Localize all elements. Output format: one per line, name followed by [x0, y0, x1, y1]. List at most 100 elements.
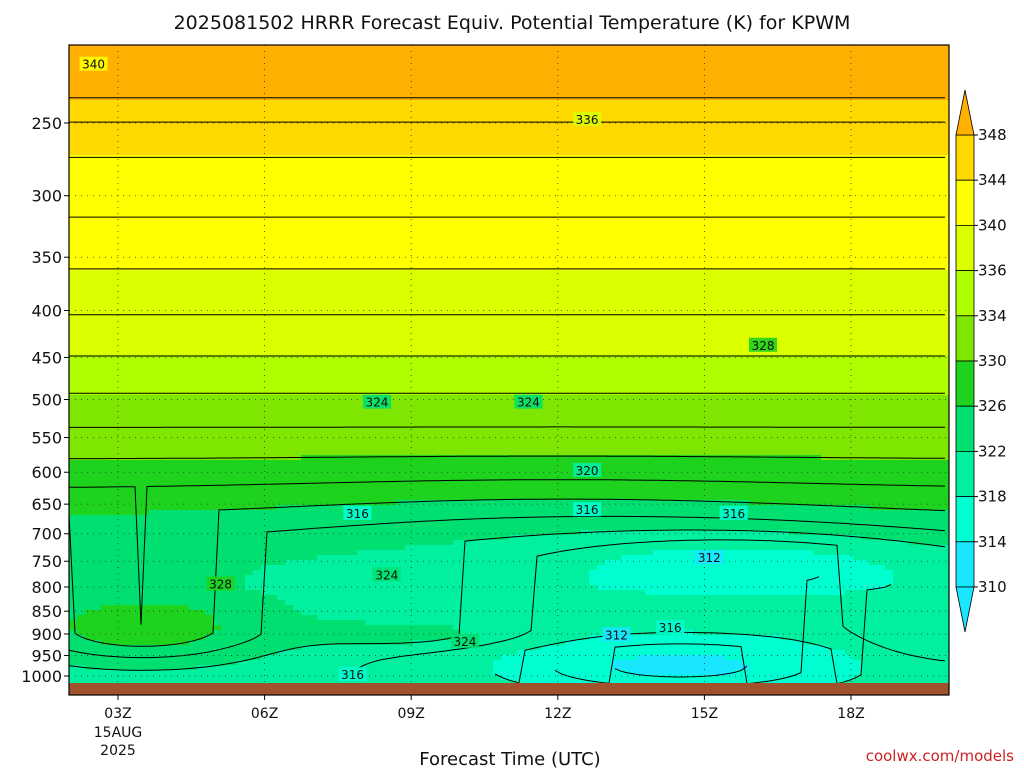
field-cell [341, 50, 350, 56]
field-cell [293, 265, 302, 271]
field-cell [749, 140, 758, 146]
field-cell [85, 250, 94, 256]
field-cell [805, 85, 814, 91]
field-cell [293, 130, 302, 136]
field-cell [189, 210, 198, 216]
field-cell [933, 85, 942, 91]
field-cell [789, 100, 798, 106]
field-cell [437, 60, 446, 66]
field-cell [317, 165, 326, 171]
field-cell [877, 90, 886, 96]
field-cell [869, 180, 878, 186]
field-cell [109, 180, 118, 186]
field-cell [829, 50, 838, 56]
field-cell [69, 250, 78, 256]
field-cell [789, 250, 798, 256]
field-cell [389, 125, 398, 131]
field-cell [197, 220, 206, 226]
field-cell [541, 70, 550, 76]
field-cell [741, 130, 750, 136]
field-cell [173, 50, 182, 56]
field-cell [157, 140, 166, 146]
field-cell [189, 205, 198, 211]
field-cell [461, 205, 470, 211]
field-cell [525, 245, 534, 251]
field-cell [413, 220, 422, 226]
field-cell [653, 230, 662, 236]
field-cell [133, 245, 142, 251]
field-cell [261, 190, 270, 196]
field-cell [853, 55, 862, 61]
field-cell [309, 75, 318, 81]
field-cell [901, 250, 910, 256]
field-cell [845, 205, 854, 211]
field-cell [117, 100, 126, 106]
field-cell [525, 235, 534, 241]
field-cell [677, 260, 686, 266]
field-cell [813, 165, 822, 171]
field-cell [869, 190, 878, 196]
field-cell [197, 170, 206, 176]
field-cell [861, 210, 870, 216]
field-cell [181, 90, 190, 96]
field-cell [181, 120, 190, 126]
field-cell [893, 250, 902, 256]
field-cell [893, 165, 902, 171]
field-cell [237, 60, 246, 66]
field-cell [469, 55, 478, 61]
field-cell [589, 175, 598, 181]
field-cell [477, 160, 486, 166]
field-cell [565, 60, 574, 66]
field-cell [85, 195, 94, 201]
field-cell [405, 240, 414, 246]
field-cell [773, 265, 782, 271]
field-cell [293, 55, 302, 61]
field-cell [317, 175, 326, 181]
field-cell [789, 205, 798, 211]
field-cell [797, 235, 806, 241]
field-cell [821, 205, 830, 211]
field-cell [525, 175, 534, 181]
field-cell [549, 225, 558, 231]
field-cell [773, 260, 782, 266]
field-cell [453, 215, 462, 221]
field-cell [445, 220, 454, 226]
field-cell [829, 130, 838, 136]
field-cell [677, 170, 686, 176]
field-cell [237, 210, 246, 216]
field-cell [773, 140, 782, 146]
field-cell [141, 145, 150, 151]
field-cell [149, 175, 158, 181]
field-cell [445, 100, 454, 106]
field-cell [885, 130, 894, 136]
field-cell [861, 55, 870, 61]
field-cell [901, 75, 910, 81]
field-cell [925, 170, 934, 176]
field-cell [237, 200, 246, 206]
field-cell [781, 205, 790, 211]
field-cell [373, 75, 382, 81]
field-cell [613, 240, 622, 246]
field-cell [637, 170, 646, 176]
field-cell [797, 195, 806, 201]
field-cell [629, 210, 638, 216]
field-cell [813, 185, 822, 191]
field-cell [557, 220, 566, 226]
field-cell [333, 45, 342, 51]
field-cell [429, 60, 438, 66]
field-cell [213, 70, 222, 76]
field-cell [461, 235, 470, 241]
field-cell [597, 75, 606, 81]
field-cell [693, 145, 702, 151]
field-cell [357, 195, 366, 201]
field-cell [549, 75, 558, 81]
field-cell [757, 105, 766, 111]
field-cell [165, 180, 174, 186]
field-cell [637, 225, 646, 231]
field-cell [701, 215, 710, 221]
field-cell [837, 70, 846, 76]
field-cell [197, 50, 206, 56]
field-cell [133, 45, 142, 51]
field-cell [109, 110, 118, 116]
field-cell [773, 75, 782, 81]
